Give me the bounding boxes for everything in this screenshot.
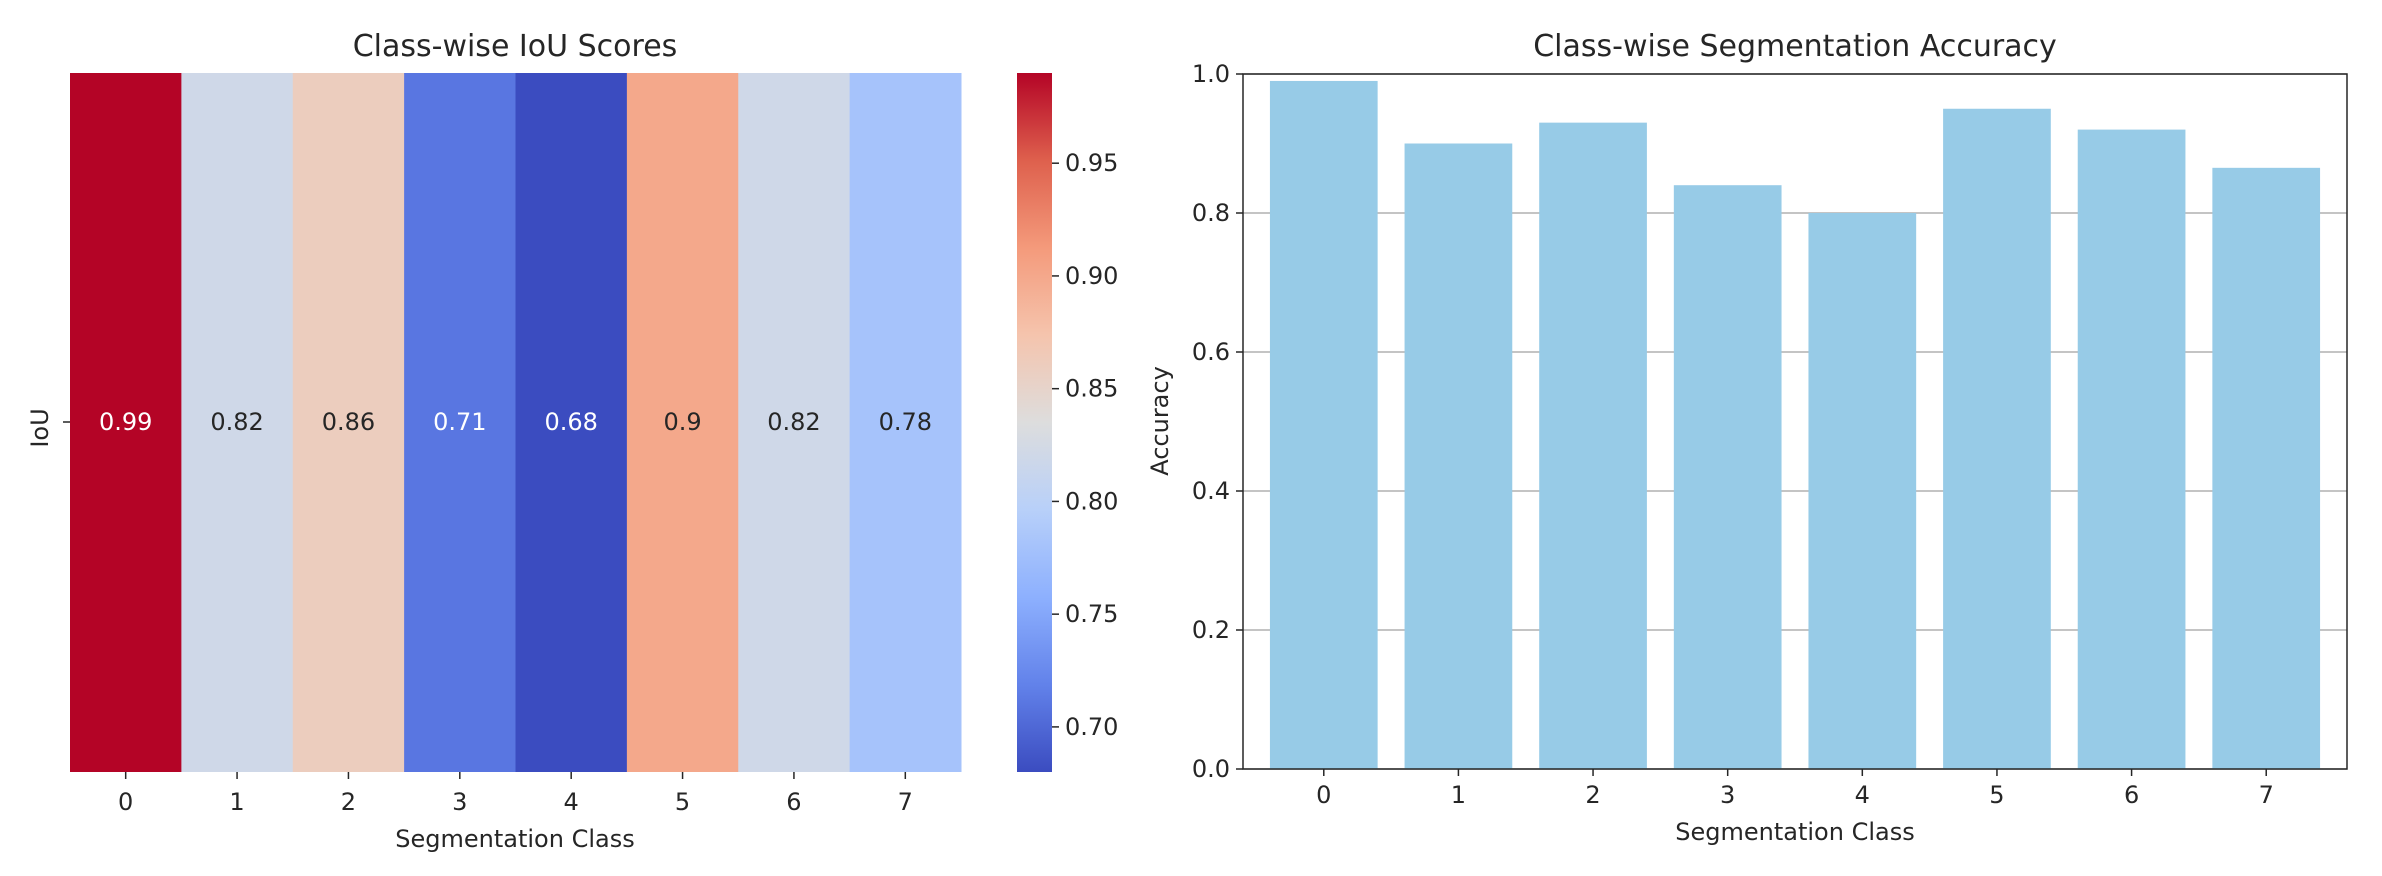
heatmap-cell-label: 0.99 (99, 408, 152, 436)
heatmap-cell-label: 0.68 (544, 408, 597, 436)
bar-x-tick-label: 4 (1855, 781, 1870, 809)
heatmap-x-tick-label: 3 (452, 788, 467, 816)
heatmap-cell (515, 73, 628, 772)
heatmap-cell (404, 73, 516, 772)
heatmap-x-ticks: 0 1 2 3 4 5 6 7 (63, 421, 913, 816)
heatmap-cell-label: 0.82 (210, 408, 263, 436)
accuracy-bar-chart: Class-wise Segmentation Accuracy 0.00.20… (1146, 29, 2348, 846)
accuracy-bar (1269, 80, 1378, 769)
heatmap-cell (738, 73, 851, 772)
bar-y-tick-label: 0.0 (1192, 755, 1230, 783)
heatmap-row-label: IoU (26, 408, 54, 447)
bar-x-tick-label: 1 (1451, 781, 1466, 809)
bar-x-ticks: 0 1 2 3 4 5 6 7 (1316, 769, 2274, 809)
bar-y-ticks: 0.0 0.2 0.4 0.6 0.8 1.0 (1192, 60, 1243, 783)
heatmap-colorbar: 0.70 0.75 0.80 0.85 0.90 0.95 (1017, 73, 1118, 772)
heatmap-xlabel: Segmentation Class (395, 825, 634, 853)
colorbar-gradient (1017, 73, 1052, 772)
heatmap-cell-label: 0.86 (322, 408, 375, 436)
heatmap-cell (626, 73, 739, 772)
heatmap-cell-label: 0.9 (663, 408, 701, 436)
heatmap-cell-label: 0.82 (767, 408, 820, 436)
colorbar-tick-label: 0.90 (1065, 262, 1118, 290)
bar-x-tick-label: 6 (2124, 781, 2139, 809)
heatmap-cell (70, 73, 182, 772)
accuracy-bar (1943, 108, 2051, 769)
colorbar-tick-label: 0.75 (1065, 600, 1118, 628)
colorbar-tick-label: 0.85 (1065, 375, 1118, 403)
accuracy-bar (1808, 213, 1917, 769)
bar-x-tick-label: 0 (1316, 781, 1331, 809)
bar-title: Class-wise Segmentation Accuracy (1533, 29, 2057, 64)
bar-x-tick-label: 3 (1720, 781, 1735, 809)
bar-x-tick-label: 7 (2259, 781, 2274, 809)
bar-x-tick-label: 2 (1585, 781, 1600, 809)
heatmap-x-tick-label: 1 (229, 788, 244, 816)
iou-heatmap-chart: Class-wise IoU Scores IoU 0.99 0.82 0.86 0.… (26, 29, 1118, 853)
heatmap-cell-label: 0.78 (879, 408, 932, 436)
heatmap-x-tick-label: 6 (786, 788, 801, 816)
accuracy-bar (2077, 129, 2186, 770)
accuracy-bar (1404, 143, 1513, 769)
bar-y-tick-label: 1.0 (1192, 60, 1230, 88)
heatmap-x-tick-label: 0 (118, 788, 133, 816)
colorbar-tick-label: 0.95 (1065, 149, 1118, 177)
heatmap-x-tick-label: 2 (341, 788, 356, 816)
heatmap-cell (181, 73, 294, 772)
bar-y-tick-label: 0.8 (1192, 199, 1230, 227)
bar-xlabel: Segmentation Class (1675, 818, 1914, 846)
accuracy-bar (1673, 185, 1782, 769)
bar-bars (1269, 80, 2321, 770)
colorbar-tick-label: 0.70 (1065, 713, 1118, 741)
heatmap-title: Class-wise IoU Scores (353, 29, 678, 64)
heatmap-cell-label: 0.71 (433, 408, 486, 436)
heatmap-x-tick-label: 7 (898, 788, 913, 816)
heatmap-cell (849, 73, 962, 772)
bar-axes-frame (1242, 73, 2348, 770)
heatmap-cell (292, 73, 405, 772)
heatmap-cells: 0.99 0.82 0.86 0.71 0.68 0.9 0.82 0.78 (70, 73, 962, 772)
bar-y-tick-label: 0.2 (1192, 616, 1230, 644)
heatmap-x-tick-label: 5 (675, 788, 690, 816)
bar-y-tick-label: 0.4 (1192, 477, 1230, 505)
bar-x-tick-label: 5 (1989, 781, 2004, 809)
accuracy-bar (1539, 122, 1647, 769)
colorbar-tick-label: 0.80 (1065, 487, 1118, 515)
accuracy-bar (2212, 167, 2321, 769)
heatmap-x-tick-label: 4 (564, 788, 579, 816)
bar-y-tick-label: 0.6 (1192, 338, 1230, 366)
bar-ylabel: Accuracy (1146, 366, 1174, 476)
